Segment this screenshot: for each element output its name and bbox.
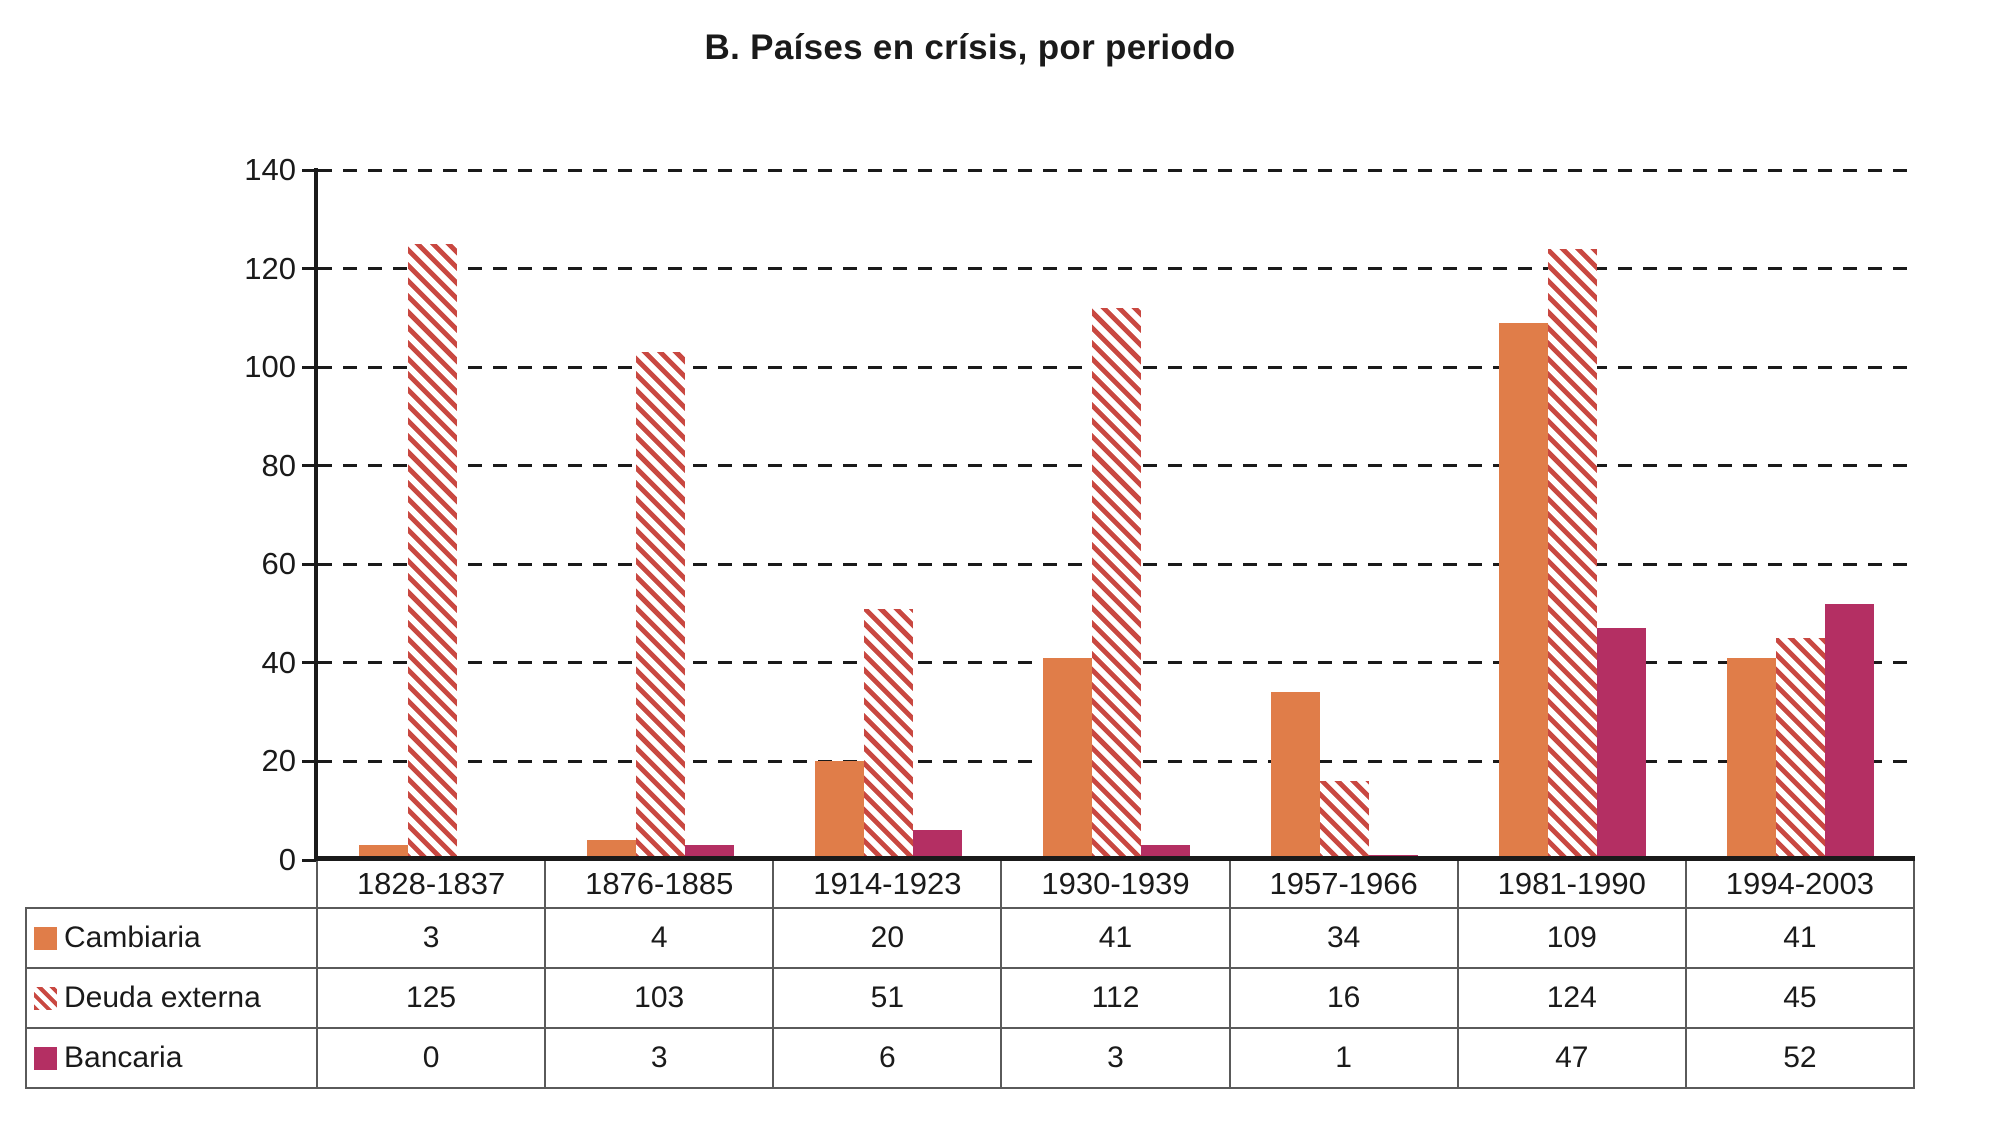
bar-cambiaria [1271,692,1321,860]
bar-cambiaria [814,761,864,860]
bar-cambiaria [586,840,636,860]
y-tick-mark [302,267,316,271]
gridline [318,267,1915,271]
legend-swatch-cambiaria-icon [34,926,57,950]
period-cell: 1957-1966 [1230,861,1459,909]
legend-cell-deuda-externa: Deuda externa [25,969,318,1029]
bar-group-1914-1923 [774,170,1002,860]
series-label: Deuda externa [64,981,261,1014]
value-cell: 4 [546,909,775,969]
y-tick-mark [302,464,316,468]
bar-group-1876-1885 [546,170,774,860]
y-tick-mark [302,858,316,862]
y-tick-label: 140 [244,152,296,187]
y-tick-mark [302,365,316,369]
legend-cell-cambiaria: Cambiaria [25,909,318,969]
y-tick-mark [302,661,316,665]
value-cell: 41 [1002,909,1231,969]
x-axis-line [314,856,1915,861]
value-cell: 52 [1686,1029,1915,1089]
legend-swatch-deuda-externa-icon [34,986,57,1010]
period-cell: 1981-1990 [1458,861,1687,909]
y-tick-mark [302,759,316,763]
bar-group-1957-1966 [1231,170,1459,860]
y-tick-mark [302,168,316,172]
value-cell: 41 [1686,909,1915,969]
y-tick-label: 20 [261,743,296,779]
bar-deuda-externa [1091,308,1141,860]
period-cell: 1914-1923 [774,861,1003,909]
bar-cambiaria [1499,322,1549,860]
series-label: Bancaria [64,1041,183,1074]
bar-group-1828-1837 [318,170,546,860]
bar-bancaria [912,830,962,860]
chart-title: B. Países en crísis, por periodo [704,28,1236,67]
bar-group-1930-1939 [1002,170,1230,860]
value-cell: 103 [546,969,775,1029]
series-label: Cambiaria [64,921,201,954]
legend-swatch-bancaria-icon [34,1046,57,1070]
bar-deuda-externa [1320,781,1370,860]
bar-bancaria [1825,603,1875,860]
period-cell: 1994-2003 [1686,861,1915,909]
value-cell: 109 [1458,909,1687,969]
period-cell: 1876-1885 [546,861,775,909]
value-cell: 3 [1002,1029,1231,1089]
bar-deuda-externa [635,352,685,860]
value-cell: 34 [1230,909,1459,969]
y-tick-mark [302,562,316,566]
bar-group-1994-2003 [1687,170,1915,860]
value-cell: 112 [1002,969,1231,1029]
y-tick-label: 120 [244,250,296,286]
y-tick-label: 100 [244,349,296,385]
value-cell: 3 [546,1029,775,1089]
period-cell: 1930-1939 [1002,861,1231,909]
bar-cambiaria [1042,657,1092,860]
value-cell: 3 [318,909,547,969]
bar-deuda-externa [1776,638,1826,860]
y-axis-line [314,168,318,861]
bar-group-1981-1990 [1459,170,1687,860]
table-corner-cell [25,861,318,909]
value-cell: 20 [774,909,1003,969]
y-tick-label: 40 [261,644,296,680]
bar-deuda-externa [1548,248,1598,860]
y-tick-label: 60 [261,546,296,582]
data-table: 1828-1837 1876-1885 1914-1923 1930-1939 1957… [25,861,1915,1089]
bar-cambiaria [1727,657,1777,860]
value-cell: 47 [1458,1029,1687,1089]
legend-cell-bancaria: Bancaria [25,1029,318,1089]
value-cell: 1 [1230,1029,1459,1089]
bar-deuda-externa [863,608,913,860]
value-cell: 125 [318,969,547,1029]
value-cell: 51 [774,969,1003,1029]
value-cell: 6 [774,1029,1003,1089]
plot-area [318,168,1915,860]
value-cell: 124 [1458,969,1687,1029]
value-cell: 0 [318,1029,547,1089]
bar-bancaria [1597,628,1647,860]
period-cell: 1828-1837 [318,861,547,909]
y-tick-label: 80 [261,447,296,483]
value-cell: 45 [1686,969,1915,1029]
bar-deuda-externa [407,243,457,860]
y-tick-label: 0 [278,842,296,877]
value-cell: 16 [1230,969,1459,1029]
gridline [318,168,1915,172]
